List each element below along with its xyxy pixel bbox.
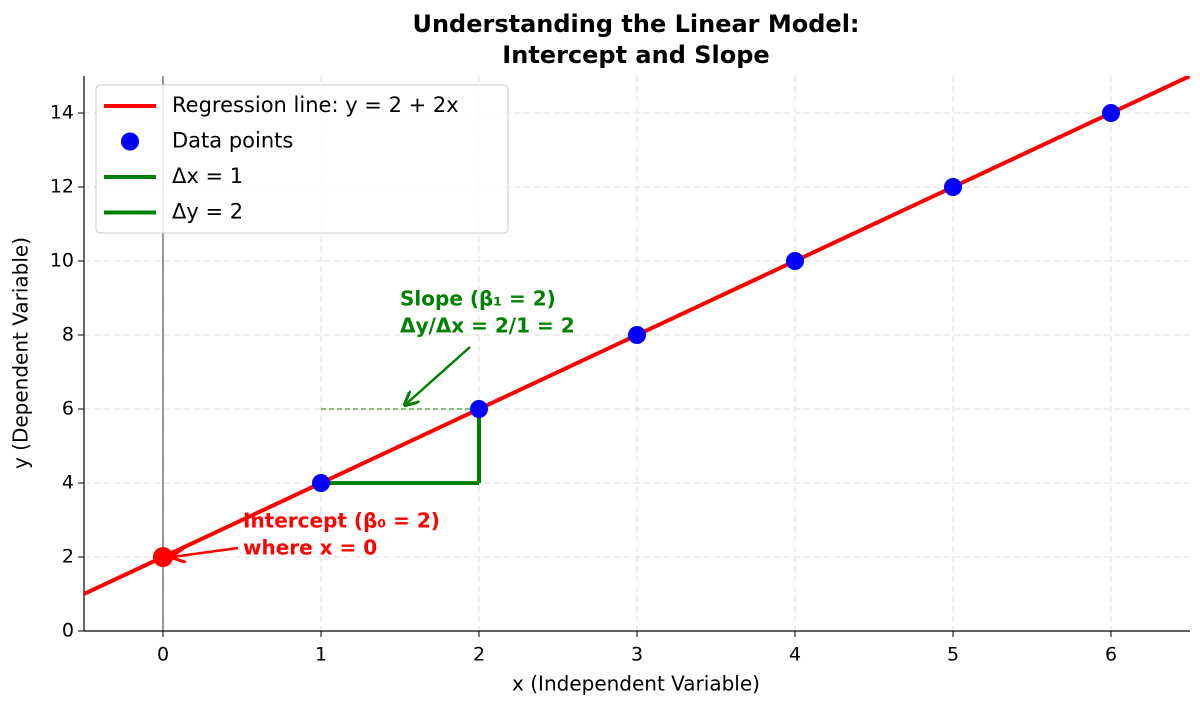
- annotation-arrow: [172, 546, 239, 557]
- data-point: [628, 326, 646, 344]
- annotation-text: Slope (β₁ = 2): [400, 287, 556, 311]
- annotation-text: where x = 0: [243, 536, 377, 560]
- legend-label: Δx = 1: [172, 164, 243, 188]
- chart-title: Understanding the Linear Model:: [412, 10, 859, 38]
- y-tick-label: 10: [50, 250, 74, 272]
- data-point: [470, 400, 488, 418]
- y-tick-label: 8: [62, 324, 74, 346]
- annotation-arrow: [405, 346, 471, 405]
- y-tick-label: 0: [62, 620, 74, 642]
- y-tick-label: 2: [62, 546, 74, 568]
- x-tick-label: 6: [1105, 644, 1117, 666]
- legend-box: [95, 84, 509, 234]
- intercept-point: [153, 547, 173, 567]
- data-point: [1102, 104, 1120, 122]
- data-point: [312, 474, 330, 492]
- legend-marker: [121, 132, 139, 151]
- x-tick-label: 3: [631, 644, 643, 666]
- legend-label: Δy = 2: [172, 200, 243, 224]
- x-axis-label: x (Independent Variable): [512, 672, 760, 696]
- x-tick-label: 2: [473, 644, 485, 666]
- x-tick-label: 1: [315, 644, 327, 666]
- y-tick-label: 4: [62, 472, 74, 494]
- x-tick-label: 5: [947, 644, 959, 666]
- y-tick-label: 14: [50, 102, 74, 124]
- data-point: [944, 178, 962, 196]
- chart-title: Intercept and Slope: [502, 41, 769, 69]
- annotation-text: Δy/Δx = 2/1 = 2: [400, 314, 575, 338]
- legend-label: Data points: [172, 129, 293, 153]
- data-point: [786, 252, 804, 270]
- x-tick-label: 4: [789, 644, 801, 666]
- legend-label: Regression line: y = 2 + 2x: [172, 93, 459, 117]
- annotation-text: Intercept (β₀ = 2): [243, 509, 440, 533]
- x-tick-label: 0: [157, 644, 169, 666]
- y-tick-label: 6: [62, 398, 74, 420]
- y-tick-label: 12: [50, 176, 74, 198]
- y-axis-label: y (Dependent Variable): [9, 237, 33, 469]
